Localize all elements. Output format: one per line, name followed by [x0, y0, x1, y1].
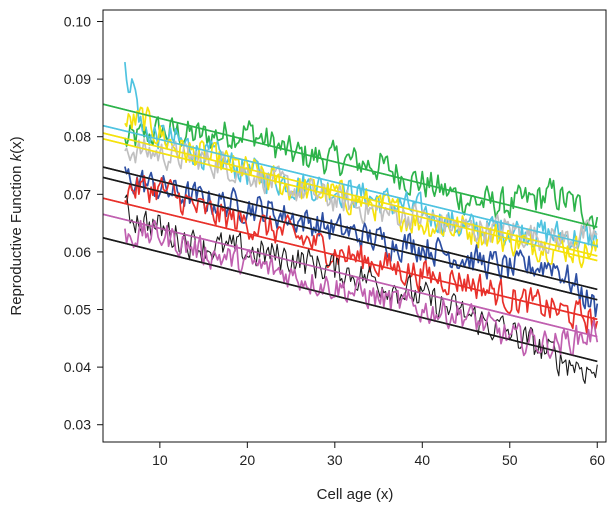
y-tick-label: 0.04 — [64, 359, 91, 375]
x-tick-label: 20 — [240, 452, 256, 468]
fit-line — [103, 138, 598, 262]
y-tick-label: 0.07 — [64, 186, 91, 202]
x-tick-label: 60 — [589, 452, 605, 468]
series-line — [124, 138, 598, 254]
fit-line — [103, 103, 598, 228]
fit-line — [103, 124, 598, 247]
x-tick-label: 40 — [415, 452, 431, 468]
y-tick-label: 0.03 — [64, 417, 91, 433]
noisy-series — [124, 62, 599, 384]
y-axis-label-suffix: (x) — [8, 136, 25, 154]
y-tick-label: 0.08 — [64, 129, 91, 145]
fit-lines-overlay — [103, 103, 598, 363]
y-axis-label-italic: k — [8, 152, 25, 161]
fit-line — [103, 197, 598, 321]
fit-line — [103, 176, 598, 301]
series-line — [124, 219, 599, 359]
y-axis: 0.03 0.04 0.05 0.06 0.07 0.08 0.09 0.10 — [64, 14, 103, 433]
y-tick-label: 0.06 — [64, 244, 91, 260]
y-tick-label: 0.09 — [64, 71, 91, 87]
series-line — [124, 116, 599, 230]
x-tick-label: 30 — [327, 452, 343, 468]
series-line — [124, 194, 598, 384]
fit-line — [103, 132, 598, 257]
x-tick-label: 10 — [152, 452, 168, 468]
y-tick-label: 0.10 — [64, 14, 91, 30]
x-axis: 10 20 30 40 50 60 — [152, 442, 605, 468]
fit-line — [103, 213, 598, 338]
fit-line — [103, 237, 598, 363]
y-axis-label: Reproductive Function k(x) — [8, 136, 25, 315]
y-tick-label: 0.05 — [64, 302, 91, 318]
y-axis-label-prefix: Reproductive Function — [8, 161, 25, 315]
series-line — [124, 175, 599, 335]
plot-frame — [102, 9, 607, 443]
x-axis-label: Cell age (x) — [317, 486, 394, 503]
series-line — [124, 106, 599, 269]
fit-line — [103, 166, 598, 291]
x-tick-label: 50 — [502, 452, 518, 468]
